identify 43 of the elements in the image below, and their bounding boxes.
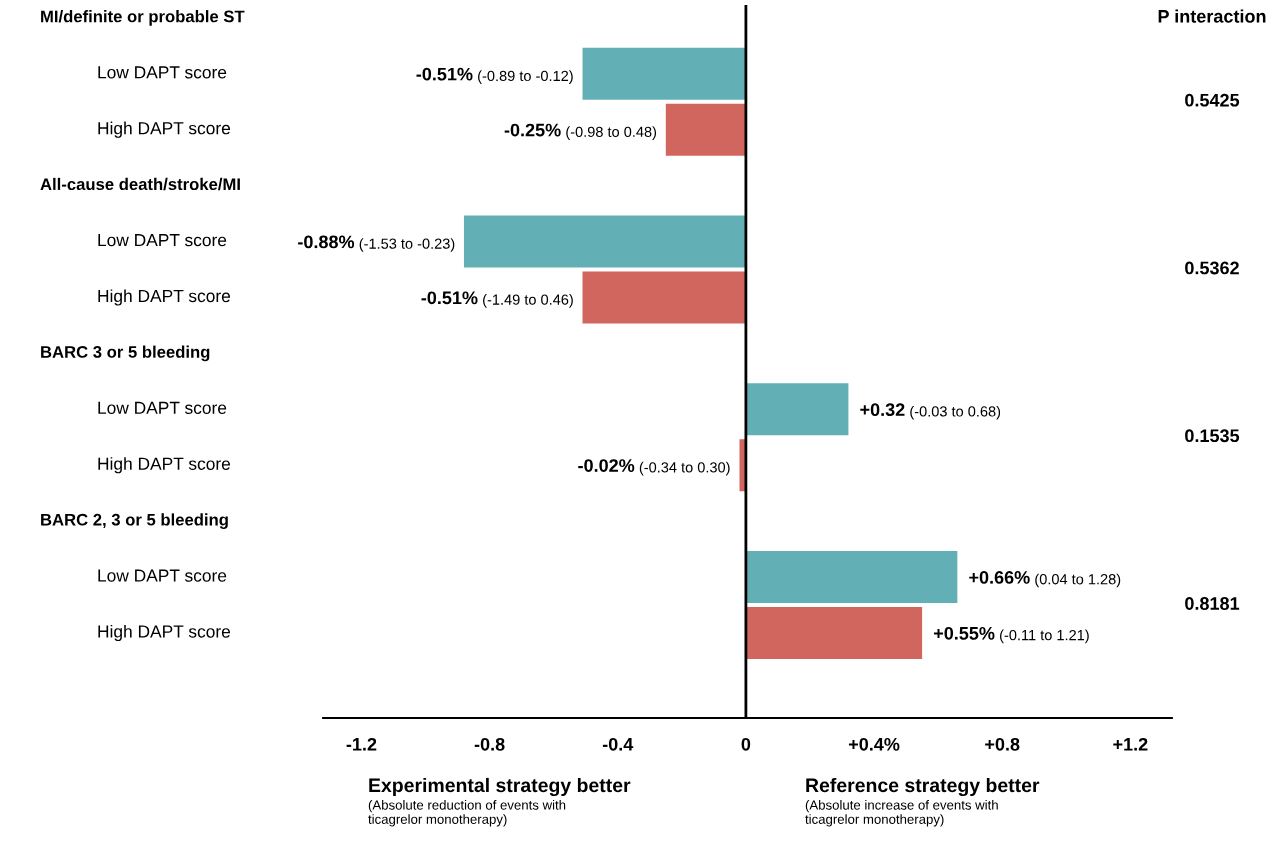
text: (Absolute reduction of events with ticagrelor monotherapy) bbox=[368, 800, 566, 827]
data-label: +0.55% (-0.11 to 1.21) bbox=[933, 626, 1089, 644]
bar bbox=[745, 383, 849, 436]
y-tick-label: Low DAPT score bbox=[98, 234, 227, 247]
text: MI/definite or probable ST bbox=[41, 10, 245, 26]
data-label: -0.51% (-0.89 to -0.12) bbox=[416, 67, 573, 84]
annotation: P interaction bbox=[1158, 9, 1266, 23]
bar bbox=[463, 215, 746, 268]
data-label: +0.66% (0.04 to 1.28) bbox=[969, 571, 1121, 588]
y-tick-label: High DAPT score bbox=[98, 289, 231, 306]
text: All-cause death/stroke/MI bbox=[40, 177, 240, 191]
text: Experimental strategy better bbox=[369, 777, 631, 797]
data-label: -0.88% (-1.53 to -0.23) bbox=[298, 235, 455, 252]
text: 0.8181 bbox=[1185, 597, 1240, 610]
text: (Absolute increase of events with ticagrelor monotherapy) bbox=[805, 800, 998, 827]
x-tick-label: +0.4% bbox=[848, 737, 900, 751]
x-tick-label: +0.8 bbox=[985, 737, 1020, 751]
x-tick-label: +1.2 bbox=[1113, 737, 1148, 751]
x-tick-label: -1.2 bbox=[346, 737, 377, 751]
y-tick-label: High DAPT score bbox=[98, 624, 231, 642]
text: 0.5425 bbox=[1185, 93, 1240, 107]
data-label: -0.25% (-0.98 to 0.48) bbox=[504, 123, 657, 140]
y-tick-label: Low DAPT score bbox=[98, 66, 227, 79]
text: 0.1535 bbox=[1185, 429, 1240, 443]
data-label: -0.02% (-0.34 to 0.30) bbox=[578, 459, 730, 476]
x-tick-label: -0.4 bbox=[602, 737, 634, 751]
text: BARC 3 or 5 bleeding bbox=[41, 345, 210, 362]
y-tick-label: High DAPT score bbox=[98, 121, 231, 138]
data-label: +0.32 (-0.03 to 0.68) bbox=[860, 403, 1001, 420]
bar bbox=[665, 103, 746, 156]
x-tick-label: -0.8 bbox=[474, 737, 505, 751]
data-label: -0.51% (-1.49 to 0.46) bbox=[421, 291, 573, 308]
text: BARC 2, 3 or 5 bleeding bbox=[41, 513, 228, 529]
y-tick-label: High DAPT score bbox=[98, 457, 231, 474]
y-tick-label: Low DAPT score bbox=[98, 569, 227, 582]
text: 0.5362 bbox=[1185, 261, 1239, 275]
bar bbox=[745, 551, 958, 604]
y-tick-label: Low DAPT score bbox=[98, 401, 227, 414]
bar bbox=[582, 271, 746, 324]
bar bbox=[745, 607, 923, 659]
text: Reference strategy better bbox=[806, 777, 1040, 797]
bar bbox=[582, 47, 746, 100]
x-tick-label: 0 bbox=[741, 737, 751, 751]
